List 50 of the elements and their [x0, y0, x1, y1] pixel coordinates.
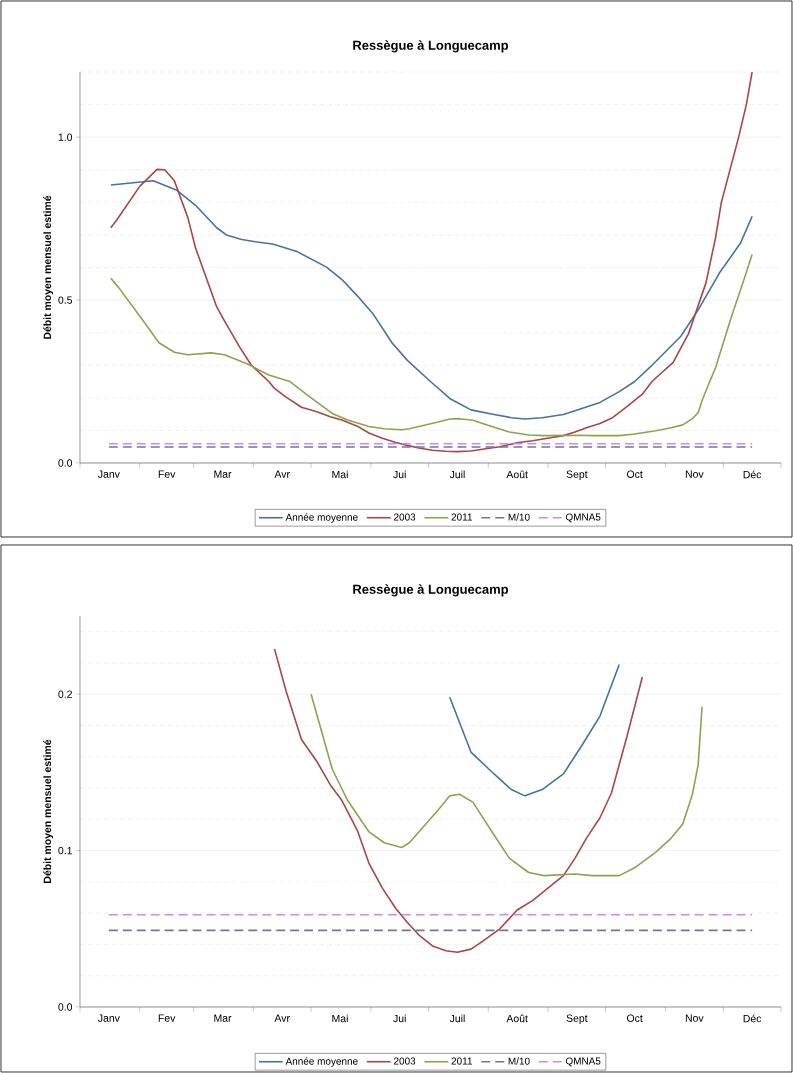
- line-series: [273, 648, 644, 954]
- x-tick-label: Mai: [332, 1014, 348, 1023]
- x-tick-label: Nov: [685, 470, 704, 478]
- legend-label: M/10: [508, 1057, 530, 1065]
- x-tick-label: Jui: [393, 1014, 406, 1023]
- y-tick-label: 0.2: [58, 690, 72, 698]
- x-tick-label: Déc: [743, 1014, 762, 1023]
- line-series: [110, 253, 753, 437]
- x-tick-label: Jui: [393, 470, 406, 479]
- chart-title: Ressègue à Longuecamp: [353, 40, 509, 53]
- x-tick-label: Janv: [97, 470, 120, 478]
- line-series: [448, 663, 621, 797]
- legend-label: 2011: [451, 513, 473, 521]
- y-tick-label: 1.0: [58, 133, 73, 141]
- x-tick-label: Janv: [97, 1014, 120, 1022]
- y-tick-label: 0.0: [58, 459, 73, 467]
- y-tick-label: 0.1: [58, 846, 72, 855]
- legend-label: M/10: [508, 513, 530, 521]
- x-tick-label: Mar: [214, 470, 232, 478]
- x-tick-label: Avr: [274, 470, 290, 478]
- x-tick-label: Août: [506, 470, 528, 479]
- legend-label: Année moyenne: [285, 513, 358, 523]
- x-tick-label: Sept: [566, 470, 588, 480]
- x-tick-label: Juil: [449, 1014, 465, 1023]
- line-series: [310, 693, 703, 877]
- legend-label: QMNA5: [565, 1057, 601, 1067]
- x-tick-label: Avr: [274, 1014, 290, 1022]
- legend-label: 2003: [394, 1057, 416, 1065]
- x-tick-label: Oct: [627, 1014, 643, 1022]
- x-tick-label: Oct: [627, 470, 643, 478]
- x-tick-label: Juil: [449, 470, 465, 479]
- y-axis-title: Débit moyen mensuel estimé: [43, 195, 54, 339]
- x-tick-label: Nov: [685, 1014, 704, 1022]
- x-tick-label: Mai: [332, 470, 348, 479]
- legend-label: Année moyenne: [285, 1057, 358, 1067]
- line-series: [110, 180, 753, 420]
- chart-title: Ressègue à Longuecamp: [353, 584, 509, 597]
- x-tick-label: Sept: [566, 1014, 588, 1024]
- x-tick-label: Mar: [214, 1014, 232, 1022]
- x-tick-label: Août: [506, 1014, 528, 1023]
- x-tick-label: Fev: [158, 1014, 176, 1022]
- line-series: [110, 71, 753, 453]
- legend-label: QMNA5: [565, 513, 601, 523]
- x-tick-label: Fev: [158, 470, 176, 478]
- y-tick-label: 0.5: [58, 296, 73, 304]
- y-tick-label: 0.0: [58, 1003, 73, 1011]
- x-tick-label: Déc: [743, 470, 762, 479]
- legend-label: 2011: [451, 1057, 473, 1065]
- y-axis-title: Débit moyen mensuel estimé: [43, 739, 54, 883]
- legend-label: 2003: [394, 513, 416, 521]
